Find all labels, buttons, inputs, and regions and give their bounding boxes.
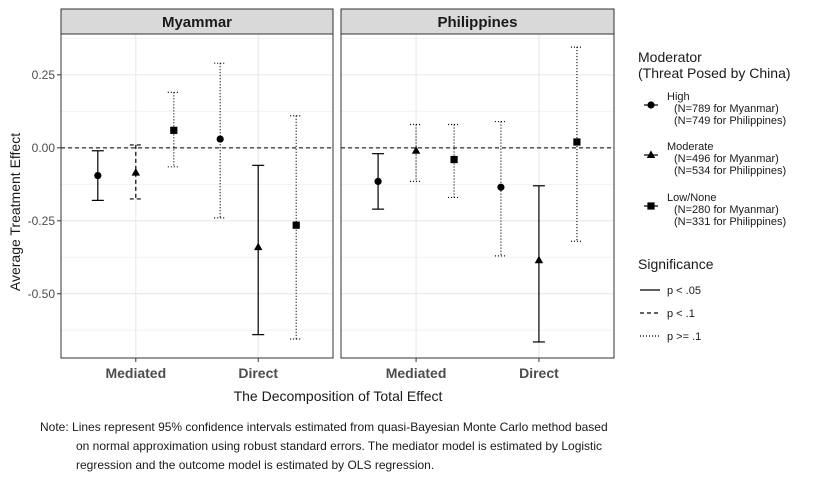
x-tick-label: Mediated xyxy=(105,365,166,381)
y-axis-label: Average Treatment Effect xyxy=(7,133,23,291)
note-line-1: Note: Lines represent 95% confidence int… xyxy=(40,420,608,434)
facet-panels: Myammar Mediated Direct Philippines Mediated… xyxy=(60,8,615,381)
point-range-moderate-direct xyxy=(252,164,265,336)
legend-item-low: Low/None(N=280 for Myanmar)(N=331 for Ph… xyxy=(644,192,786,228)
estimate-point-circle xyxy=(94,171,102,180)
point-range-high-mediated xyxy=(372,153,385,210)
point-range-low-direct xyxy=(290,115,303,340)
facet-title: Myammar xyxy=(162,14,232,31)
legend-significance-label: p >= .1 xyxy=(667,331,701,343)
facet-strip xyxy=(340,8,615,35)
y-axis: 0.25 0.00 -0.25 -0.50 xyxy=(28,68,61,301)
estimate-point-circle xyxy=(497,183,505,191)
legend-significance-label: p < .05 xyxy=(667,285,701,297)
panel-border xyxy=(60,33,334,359)
legend-significance-dotted: p >= .1 xyxy=(640,331,701,343)
legend-significance-solid: p < .05 xyxy=(640,285,701,297)
estimate-point-triangle xyxy=(254,242,263,251)
estimate-point-triangle xyxy=(411,146,421,154)
legend-key-circle xyxy=(647,101,655,109)
facet-title: Philippines xyxy=(437,14,517,31)
x-tick-label: Direct xyxy=(519,365,559,381)
figure-note: Note: Lines represent 95% confidence int… xyxy=(40,418,680,475)
facet-panel-myammar: Myammar Mediated Direct xyxy=(60,8,334,381)
estimate-point-square xyxy=(573,138,581,146)
y-tick-label: -0.50 xyxy=(28,287,56,301)
estimate-point-triangle xyxy=(534,255,544,264)
legend-item-n-philippines: (N=534 for Philippines) xyxy=(674,165,786,177)
estimate-point-square xyxy=(292,221,300,229)
legend-item-n-philippines: (N=749 for Philippines) xyxy=(674,115,786,127)
point-range-low-mediated xyxy=(448,123,461,199)
legend-item-n-myanmar: (N=496 for Myanmar) xyxy=(674,153,779,165)
estimate-point-triangle xyxy=(131,168,140,176)
legend-item-label: Low/None xyxy=(667,192,717,204)
legend-item-moderate: Moderate(N=496 for Myanmar)(N=534 for Ph… xyxy=(644,141,786,177)
note-line-3: regression and the outcome model is esti… xyxy=(76,458,435,472)
y-tick-label: 0.25 xyxy=(32,68,56,82)
legend-moderator-title: Moderator xyxy=(638,49,702,65)
estimate-point-circle xyxy=(374,177,382,186)
point-range-high-direct xyxy=(214,62,227,219)
y-tick-label: -0.25 xyxy=(28,214,56,228)
facet-strip xyxy=(60,8,334,35)
point-range-high-direct xyxy=(494,120,507,257)
legend-significance-dashed: p < .1 xyxy=(640,308,695,320)
legend-item-n-myanmar: (N=789 for Myanmar) xyxy=(674,103,779,115)
point-range-moderate-mediated xyxy=(410,123,423,183)
point-range-moderate-direct xyxy=(532,185,545,343)
point-range-low-direct xyxy=(570,46,583,242)
legend-item-n-myanmar: (N=280 for Myanmar) xyxy=(674,204,779,216)
legend-moderator-subtitle: (Threat Posed by China) xyxy=(638,65,791,81)
legend: Moderator(Threat Posed by China)High(N=7… xyxy=(638,49,791,343)
legend-significance-title: Significance xyxy=(638,256,714,272)
estimate-point-square xyxy=(170,126,178,134)
legend-key-triangle xyxy=(646,150,656,158)
estimate-point-square xyxy=(450,155,458,164)
panel-border xyxy=(340,33,615,359)
point-range-moderate-mediated xyxy=(129,144,142,200)
legend-item-high: High(N=789 for Myanmar)(N=749 for Philip… xyxy=(644,91,786,127)
facet-panel-philippines: Philippines Mediated Direct xyxy=(340,8,615,381)
point-range-high-mediated xyxy=(91,150,104,201)
legend-item-label: Moderate xyxy=(667,141,713,153)
y-tick-label: 0.00 xyxy=(32,141,56,155)
point-range-low-mediated xyxy=(167,91,180,168)
legend-key-square xyxy=(647,202,655,210)
legend-significance-label: p < .1 xyxy=(667,308,695,320)
x-axis-label: The Decomposition of Total Effect xyxy=(234,388,443,404)
estimate-point-circle xyxy=(216,135,224,143)
x-tick-label: Mediated xyxy=(386,365,447,381)
legend-item-label: High xyxy=(667,91,690,103)
legend-item-n-philippines: (N=331 for Philippines) xyxy=(674,216,786,228)
note-line-2: on normal approximation using robust sta… xyxy=(76,439,603,453)
x-tick-label: Direct xyxy=(238,365,278,381)
